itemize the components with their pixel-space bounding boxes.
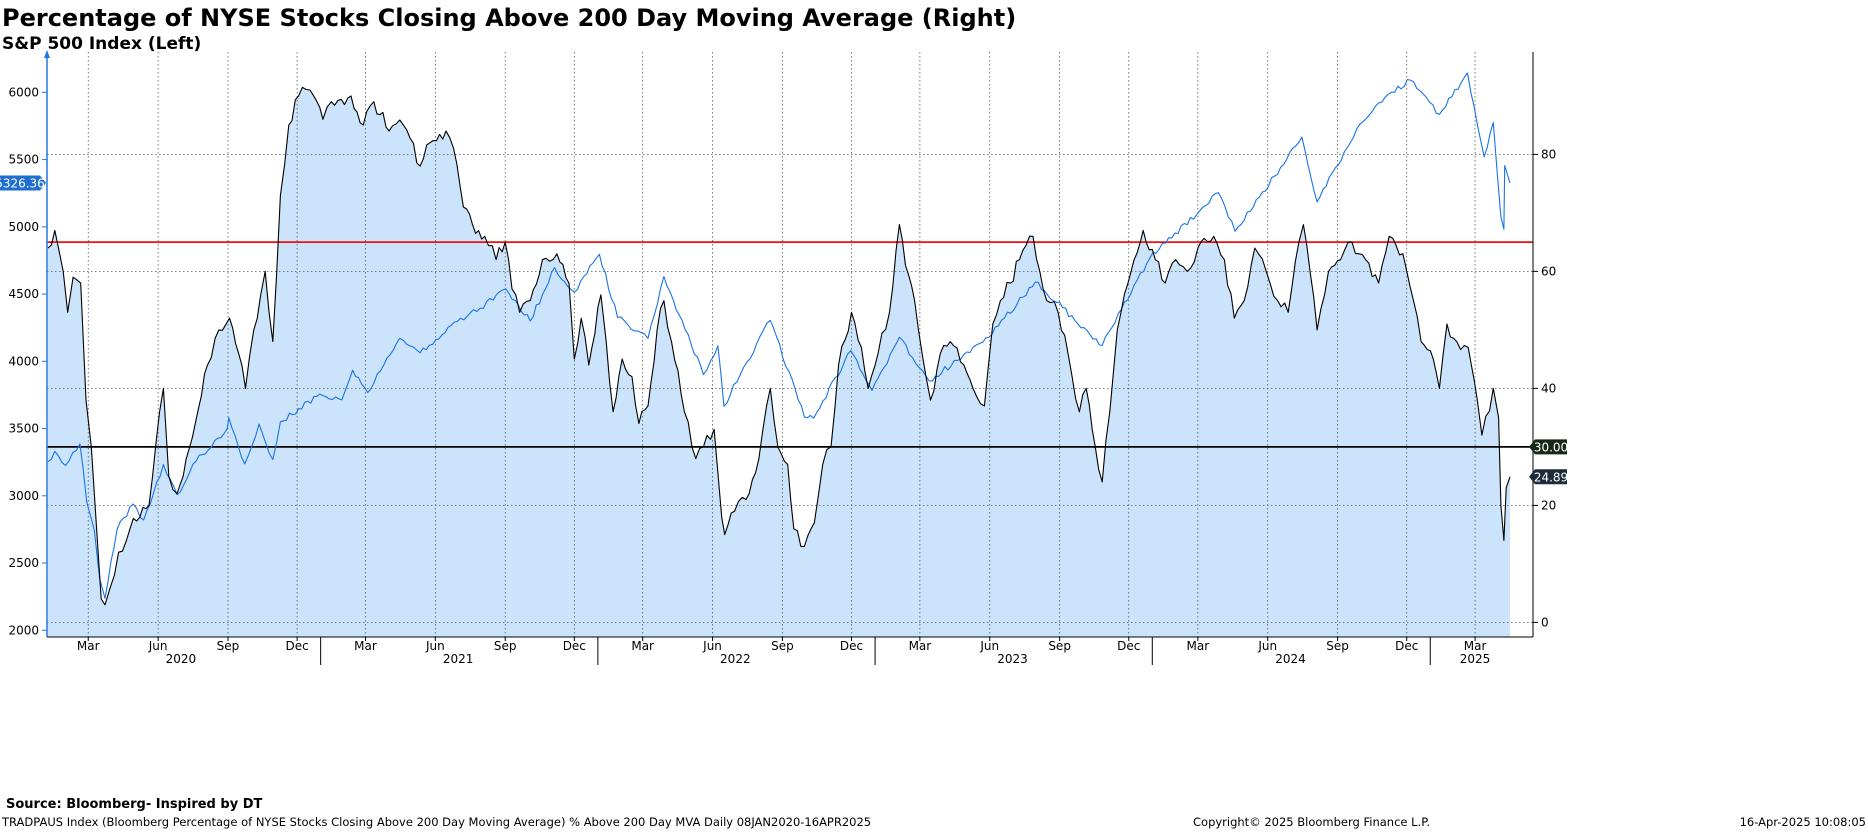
right-tick-label-20: 20 bbox=[1541, 498, 1556, 512]
month-label-2020-03: Mar bbox=[77, 639, 100, 653]
month-label-2021-06: Jun bbox=[425, 639, 445, 653]
reference-30-badge: 30.00 bbox=[1534, 440, 1568, 454]
left-tick-label-2000: 2000 bbox=[8, 623, 39, 637]
month-label-2024-09: Sep bbox=[1326, 639, 1349, 653]
reference-lines-group bbox=[47, 241, 1533, 448]
month-label-2020-06: Jun bbox=[148, 639, 168, 653]
year-label-2021: 2021 bbox=[443, 652, 474, 666]
year-label-2023: 2023 bbox=[997, 652, 1028, 666]
month-label-2021-09: Sep bbox=[494, 639, 517, 653]
month-label-2023-12: Dec bbox=[1117, 639, 1140, 653]
month-label-2020-09: Sep bbox=[217, 639, 240, 653]
month-label-2024-03: Mar bbox=[1187, 639, 1210, 653]
right-tick-label-0: 0 bbox=[1541, 615, 1549, 629]
footer-series-description: TRADPAUS Index (Bloomberg Percentage of … bbox=[2, 815, 872, 829]
month-label-2020-12: Dec bbox=[285, 639, 308, 653]
sp500-last-value-badge: 5326.36 bbox=[0, 176, 45, 190]
left-tick-label-5000: 5000 bbox=[8, 220, 39, 234]
right-tick-label-80: 80 bbox=[1541, 147, 1556, 161]
chart-subtitle: S&P 500 Index (Left) bbox=[2, 34, 202, 54]
reference-30-badge-shape bbox=[1529, 439, 1567, 455]
footer-copyright: Copyright© 2025 Bloomberg Finance L.P. bbox=[1193, 815, 1430, 829]
month-label-2021-12: Dec bbox=[563, 639, 586, 653]
axes-group: 2000 2500 3000 3500 4000 4500 5000 5500 6000 0 20 4… bbox=[8, 50, 1556, 666]
month-label-2021-03: Mar bbox=[354, 639, 377, 653]
left-tick-label-5500: 5500 bbox=[8, 153, 39, 167]
year-label-2022: 2022 bbox=[720, 652, 751, 666]
month-label-2023-09: Sep bbox=[1048, 639, 1071, 653]
year-label-2020: 2020 bbox=[166, 652, 197, 666]
left-tick-label-3000: 3000 bbox=[8, 489, 39, 503]
gridlines-group bbox=[47, 52, 1533, 637]
month-label-2024-06: Jun bbox=[1257, 639, 1277, 653]
sp500-line bbox=[47, 72, 1511, 599]
pct-above-200dma-line bbox=[47, 86, 1511, 606]
left-tick-label-6000: 6000 bbox=[8, 85, 39, 99]
pct-area-fill-group bbox=[48, 87, 1510, 638]
year-label-2024: 2024 bbox=[1275, 652, 1306, 666]
month-label-2022-03: Mar bbox=[631, 639, 654, 653]
left-tick-label-4000: 4000 bbox=[8, 354, 39, 368]
month-label-2022-09: Sep bbox=[771, 639, 794, 653]
pct-last-value-badge-shape bbox=[1529, 469, 1567, 485]
month-label-2022-12: Dec bbox=[840, 639, 863, 653]
month-label-2023-06: Jun bbox=[979, 639, 999, 653]
left-tick-label-2500: 2500 bbox=[8, 556, 39, 570]
left-tick-label-3500: 3500 bbox=[8, 422, 39, 436]
pct-last-value-badge: 24.89 bbox=[1534, 470, 1568, 484]
value-badges-group: 5326.36 30.00 24.89 bbox=[0, 175, 1568, 485]
right-tick-label-40: 40 bbox=[1541, 381, 1556, 395]
footer-timestamp: 16-Apr-2025 10:08:05 bbox=[1739, 815, 1866, 829]
source-note: Source: Bloomberg- Inspired by DT bbox=[6, 797, 263, 812]
pct-area-fill bbox=[48, 87, 1510, 638]
month-label-2025-03: Mar bbox=[1464, 639, 1487, 653]
series-lines-group bbox=[47, 72, 1511, 606]
left-tick-label-4500: 4500 bbox=[8, 287, 39, 301]
right-tick-label-60: 60 bbox=[1541, 264, 1556, 278]
sp500-last-value-badge-shape bbox=[0, 175, 46, 191]
month-label-2023-03: Mar bbox=[909, 639, 932, 653]
month-label-2022-06: Jun bbox=[702, 639, 722, 653]
left-axis-arrow bbox=[44, 50, 50, 58]
chart-title: Percentage of NYSE Stocks Closing Above … bbox=[2, 4, 1017, 32]
year-label-2025: 2025 bbox=[1460, 652, 1491, 666]
month-label-2024-12: Dec bbox=[1395, 639, 1418, 653]
